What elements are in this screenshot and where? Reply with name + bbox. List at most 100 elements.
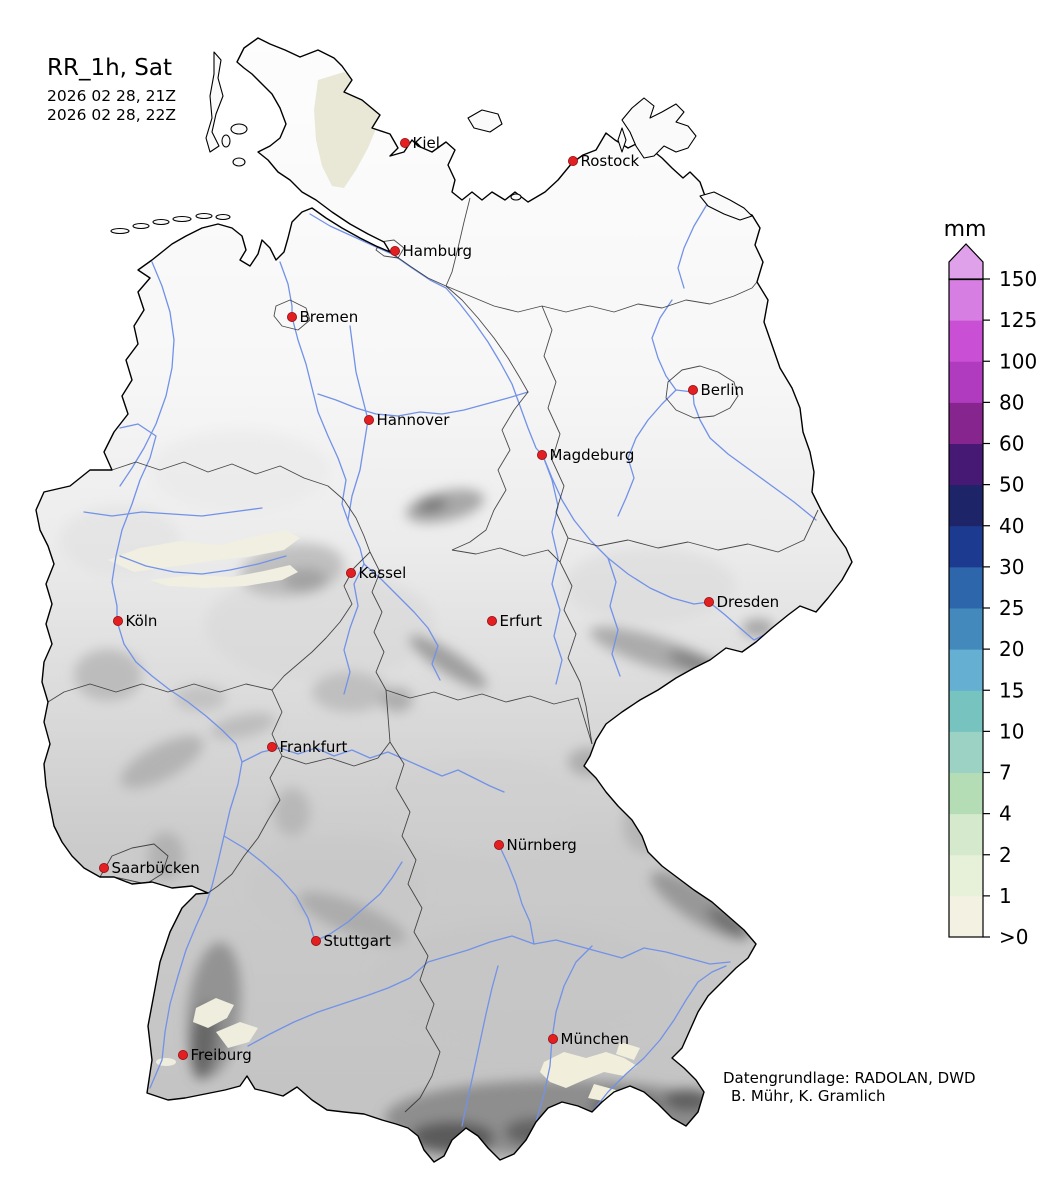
city-label: Hamburg [403,242,473,260]
city-dot [486,616,497,627]
colorbar-segment [949,566,983,609]
colorbar-segment [949,895,983,938]
colorbar-segment [949,731,983,773]
city-label: Kassel [359,564,407,582]
colorbar-segment [949,320,983,362]
city-dot [389,245,400,256]
colorbar-segment [949,525,983,568]
city-label: Hannover [377,411,451,429]
colorbar-tick-label: 60 [999,432,1024,456]
city-marker: Freiburg [177,1046,252,1064]
river-rhine [111,423,243,1089]
colorbar-segment [949,484,983,527]
city-label: München [561,1030,629,1048]
colorbar-segment [949,813,983,856]
river-ems [119,261,175,487]
colorbar-segment [949,402,983,444]
city-dot [537,449,548,460]
colorbar-tick-label: 4 [999,802,1012,826]
island-usedom [699,191,753,221]
city-dot [704,597,715,608]
city-marker: Erfurt [486,612,542,630]
city-marker: Köln [113,612,157,630]
colorbar-tick-label: 40 [999,514,1024,538]
colorbar-tick-label: 1 [999,884,1012,908]
city-dot [568,155,579,166]
colorbar-unit-label: mm [944,217,987,242]
colorbar-tick-label: 15 [999,678,1024,702]
city-label: Kiel [413,134,440,152]
state-borders [47,197,819,1113]
page-title: RR_1h, Sat [47,55,172,81]
island-sylt [205,51,224,153]
timestamp-line-2: 2026 02 28, 22Z [47,106,176,124]
city-label: Berlin [701,381,745,399]
city-label: Nürnberg [507,836,577,854]
city-dot [286,311,297,322]
city-marker: Rostock [568,152,640,170]
city-dot [363,414,374,425]
river-inn [591,965,727,1113]
city-marker: Berlin [688,381,744,399]
colorbar-arrow [948,243,984,281]
colorbar-segment [949,649,983,691]
city-label: Stuttgart [324,932,392,950]
colorbar-tick-label: 25 [999,596,1024,620]
colorbar-segment [949,854,983,897]
colorbar-tick-label: 150 [999,267,1037,291]
city-dot [266,742,277,753]
city-label: Dresden [717,593,780,611]
city-label: Bremen [300,308,359,326]
colorbar-tick-label: 30 [999,555,1024,579]
colorbar-segment [949,608,983,650]
colorbar-tick-label: 125 [999,308,1037,332]
river-isar [535,945,593,1123]
river-danube [247,935,731,1047]
colorbar-tick-label: 2 [999,843,1012,867]
city-dot [345,568,356,579]
city-label: Köln [126,612,158,630]
city-dot [177,1050,188,1061]
city-dot [493,840,504,851]
city-marker: Kassel [345,564,407,582]
colorbar-tick-label: 20 [999,637,1024,661]
city-marker: Saarbücken [99,859,200,877]
city-dot [99,863,110,874]
city-dot [688,384,699,395]
city-marker: Bremen [286,308,359,326]
colorbar-tick-label: >0 [999,925,1028,949]
colorbar-segment [949,690,983,732]
city-marker: Kiel [399,134,440,152]
city-dot [548,1034,559,1045]
germany-map: Kiel Rostock Hamburg Bremen Berlin Hannover Ma… [35,37,853,1163]
city-marker: Hamburg [389,242,473,260]
colorbar-segment [949,279,983,321]
city-label: Magdeburg [550,446,635,464]
colorbar-tick-label: 80 [999,390,1024,414]
river-weser [279,261,365,565]
city-dot [310,936,321,947]
city-label: Freiburg [191,1046,252,1064]
city-marker: Magdeburg [537,446,634,464]
city-marker: Frankfurt [266,738,348,756]
city-marker: Stuttgart [310,932,392,950]
colorbar-segment [949,772,983,815]
river-saale [542,455,563,685]
island-ruegen [621,97,697,159]
city-dot [399,137,410,148]
city-label: Rostock [581,152,640,170]
timestamp-line-1: 2026 02 28, 21Z [47,87,176,105]
islands [110,51,753,235]
city-markers: Kiel Rostock Hamburg Bremen Berlin Hannover Ma… [99,134,779,1064]
colorbar-tick-label: 100 [999,349,1037,373]
city-dot [113,616,124,627]
attribution-line-2: B. Mühr, K. Gramlich [731,1087,886,1105]
colorbar-tick-label: 7 [999,761,1012,785]
colorbar-tick-label: 10 [999,719,1024,743]
colorbar-segment [949,443,983,486]
attribution-line-1: Datengrundlage: RADOLAN, DWD [723,1069,976,1087]
city-marker: Dresden [704,593,779,611]
river-main [241,747,505,793]
